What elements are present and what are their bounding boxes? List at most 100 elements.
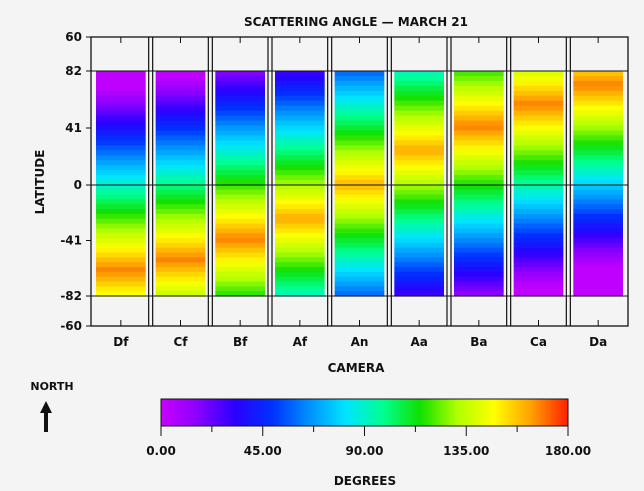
- heat-cell: [334, 286, 385, 292]
- heat-cell: [275, 105, 325, 112]
- heat-cell: [155, 160, 206, 166]
- heat-cell: [334, 90, 385, 97]
- heat-cell: [513, 276, 564, 283]
- heat-cell: [96, 189, 146, 196]
- heat-cell: [155, 209, 206, 215]
- heat-cell: [513, 115, 564, 122]
- heat-cell: [215, 218, 265, 225]
- heat-cell: [513, 100, 564, 107]
- heat-cell: [454, 281, 504, 287]
- y-tick-label: -60: [60, 319, 82, 333]
- heat-cell: [454, 160, 504, 166]
- heat-cell: [215, 135, 265, 141]
- heat-cell: [96, 145, 146, 151]
- heat-cell: [454, 110, 504, 117]
- heat-cell: [394, 175, 444, 181]
- heat-cell: [215, 95, 265, 102]
- heat-cell: [394, 286, 444, 292]
- heat-cell: [215, 155, 265, 161]
- heat-cell: [275, 228, 325, 234]
- heat-cell: [155, 199, 206, 205]
- heat-cell: [454, 291, 504, 297]
- heat-cell: [454, 209, 504, 215]
- heat-cell: [394, 155, 444, 161]
- heat-cell: [573, 105, 623, 112]
- heat-cell: [215, 238, 265, 244]
- heat-cell: [96, 257, 146, 263]
- heat-cell: [513, 165, 564, 171]
- heat-cell: [96, 218, 146, 225]
- heat-cell: [573, 204, 623, 210]
- heat-cell: [454, 175, 504, 181]
- heat-cell: [275, 204, 325, 210]
- heat-cell: [215, 71, 265, 77]
- heat-cell: [454, 252, 504, 258]
- heat-cell: [454, 85, 504, 92]
- heat-cell: [215, 252, 265, 258]
- heat-cell: [513, 85, 564, 92]
- heat-cell: [96, 165, 146, 171]
- heat-cell: [275, 165, 325, 171]
- heat-cell: [573, 286, 623, 292]
- camera-panel-aa: [394, 71, 444, 297]
- heat-cell: [275, 135, 325, 141]
- heat-cell: [215, 223, 265, 230]
- heat-cell: [215, 185, 265, 191]
- heat-cell: [573, 276, 623, 283]
- heat-cell: [454, 213, 504, 220]
- heat-cell: [573, 247, 623, 254]
- heat-cell: [573, 271, 623, 278]
- heat-cell: [394, 218, 444, 225]
- heat-cell: [155, 257, 206, 263]
- x-tick-label-aa: Aa: [410, 335, 427, 349]
- heat-cell: [275, 271, 325, 278]
- heat-cell: [573, 170, 623, 176]
- heat-cell: [394, 228, 444, 234]
- heat-cell: [513, 125, 564, 132]
- heat-cell: [334, 150, 385, 156]
- heat-cell: [275, 257, 325, 263]
- heat-cell: [215, 90, 265, 97]
- heat-cell: [215, 199, 265, 205]
- heat-cell: [513, 90, 564, 97]
- heat-cell: [513, 170, 564, 176]
- heat-cell: [155, 95, 206, 102]
- heat-cell: [573, 189, 623, 196]
- heat-cell: [155, 281, 206, 287]
- heat-cell: [334, 204, 385, 210]
- heat-cell: [334, 281, 385, 287]
- heat-cell: [573, 125, 623, 132]
- heat-cell: [215, 209, 265, 215]
- y-axis-label: LATITUDE: [33, 150, 47, 215]
- heat-cell: [513, 291, 564, 297]
- heat-cell: [334, 170, 385, 176]
- heat-cell: [573, 100, 623, 107]
- heat-cell: [513, 110, 564, 117]
- heat-cell: [334, 257, 385, 263]
- heat-cell: [96, 233, 146, 239]
- heat-cell: [96, 125, 146, 132]
- heat-cell: [394, 233, 444, 239]
- north-arrow-icon: [40, 401, 52, 432]
- heat-cell: [573, 252, 623, 258]
- heat-cell: [275, 150, 325, 156]
- heat-cell: [513, 194, 564, 201]
- heat-cell: [334, 80, 385, 87]
- heat-cell: [573, 291, 623, 297]
- heat-cell: [275, 115, 325, 122]
- x-tick-label-an: An: [351, 335, 369, 349]
- heat-cell: [394, 281, 444, 287]
- heat-cell: [96, 252, 146, 258]
- heat-cell: [96, 242, 146, 249]
- heat-cell: [394, 180, 444, 186]
- heat-cell: [96, 194, 146, 201]
- heat-cell: [513, 95, 564, 102]
- x-tick-label-ca: Ca: [530, 335, 547, 349]
- heat-cell: [155, 252, 206, 258]
- heat-cell: [215, 130, 265, 137]
- heat-cell: [215, 213, 265, 220]
- heat-cell: [215, 110, 265, 117]
- heat-cell: [573, 120, 623, 127]
- heat-cell: [454, 199, 504, 205]
- heat-cell: [513, 281, 564, 287]
